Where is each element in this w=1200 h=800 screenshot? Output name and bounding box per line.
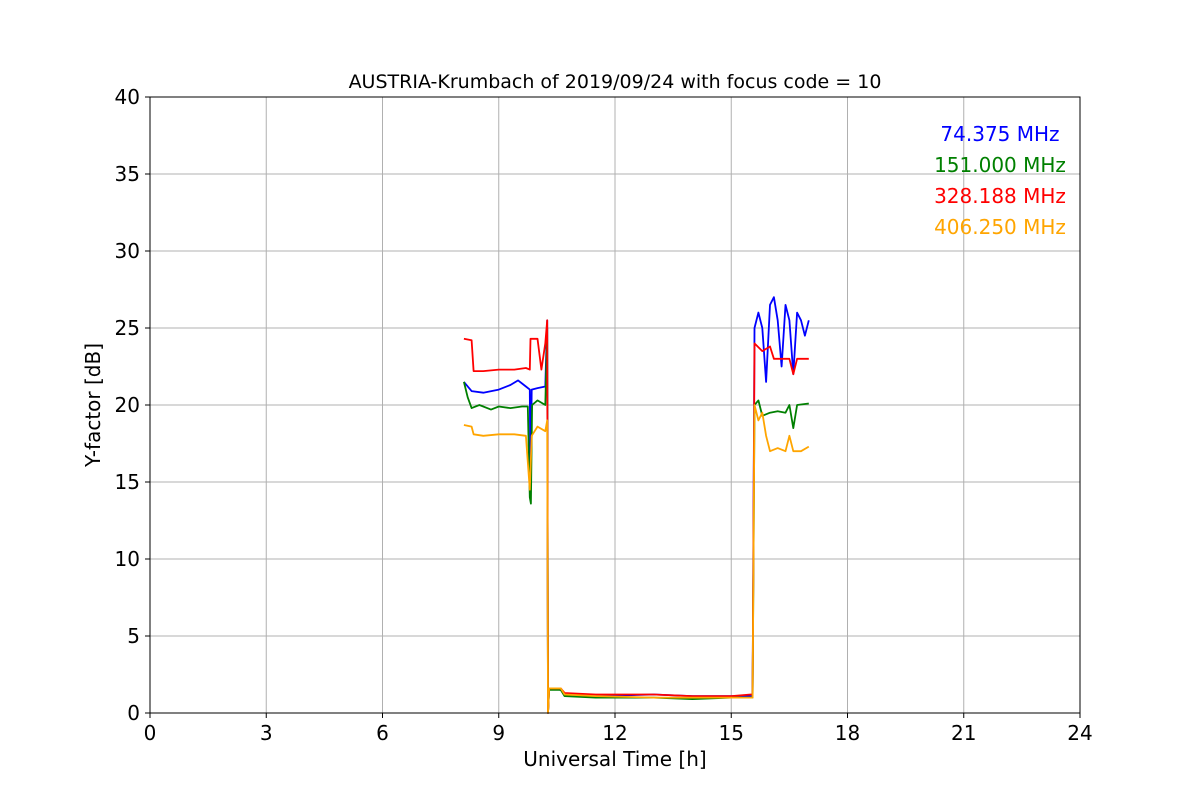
legend-entry-0: 74.375 MHz (940, 122, 1059, 146)
legend: 74.375 MHz 151.000 MHz 328.188 MHz 406.250 … (934, 122, 1066, 239)
x-tick-label: 0 (144, 721, 157, 745)
legend-entry-1: 151.000 MHz (934, 153, 1066, 177)
series-line-1 (463, 327, 809, 714)
legend-entry-2: 328.188 MHz (934, 184, 1066, 208)
series-line-0 (463, 296, 810, 714)
x-tick-label: 24 (1067, 721, 1092, 745)
legend-entry-3: 406.250 MHz (934, 215, 1066, 239)
y-tick-label: 5 (127, 624, 140, 648)
y-tick-label: 40 (115, 85, 140, 109)
x-tick-label: 15 (719, 721, 744, 745)
y-tick-label: 15 (115, 470, 140, 494)
chart-title: AUSTRIA-Krumbach of 2019/09/24 with focu… (349, 71, 882, 93)
x-tick-label: 12 (602, 721, 627, 745)
x-tick-label: 6 (376, 721, 389, 745)
series-layer (463, 296, 810, 714)
x-tick-label: 3 (260, 721, 273, 745)
series-line-3 (463, 404, 810, 714)
x-axis-label: Universal Time [h] (523, 747, 706, 771)
x-tick-label: 18 (835, 721, 860, 745)
y-tick-label: 35 (115, 162, 140, 186)
y-axis-label: Y-factor [dB] (81, 343, 105, 468)
y-tick-label: 30 (115, 239, 140, 263)
y-tick-label: 20 (115, 393, 140, 417)
y-tick-label: 0 (127, 701, 140, 725)
series-line-2 (463, 319, 809, 714)
y-tick-label: 25 (115, 316, 140, 340)
x-tick-label: 9 (492, 721, 505, 745)
axis-ticks: 0 3 6 9 12 15 18 21 24 0 5 10 15 20 25 30 35 40 (115, 85, 1093, 745)
y-tick-label: 10 (115, 547, 140, 571)
x-tick-label: 21 (951, 721, 976, 745)
